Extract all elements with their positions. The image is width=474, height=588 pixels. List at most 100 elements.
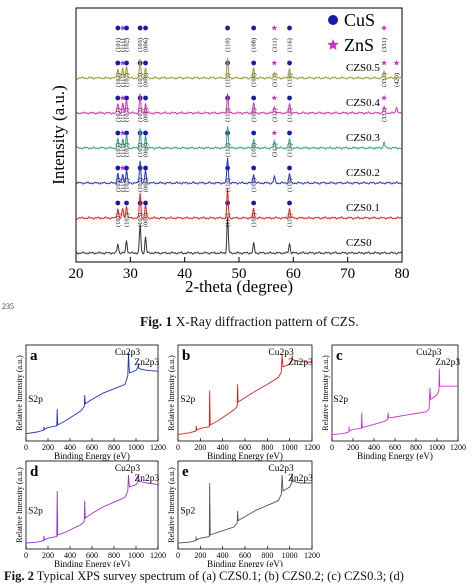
cus-marker — [251, 130, 257, 136]
xps-x-tick-label: 200 — [42, 443, 54, 452]
zns-marker — [381, 95, 387, 101]
xps-x-tick-label: 600 — [239, 443, 251, 452]
zns-marker — [271, 60, 278, 66]
xrd-series-line — [75, 126, 403, 150]
cus-marker — [143, 95, 148, 101]
xps-x-tick-label: 800 — [261, 551, 273, 560]
xps-y-axis-label: Relative Intensity (a.u.) — [15, 467, 24, 543]
fig1-caption-text: X-Ray diffraction pattern of CZS. — [172, 314, 359, 329]
fig1-caption: Fig. 1 X-Ray diffraction pattern of CZS. — [140, 314, 359, 330]
peak-index-label: (102) — [124, 38, 131, 52]
xps-x-tick-label: 1000 — [128, 443, 144, 452]
x-tick-label: 40 — [177, 266, 192, 282]
cus-marker — [124, 200, 129, 206]
peak-index-label: (110) — [225, 143, 232, 157]
panel-letter: d — [30, 464, 39, 480]
xps-x-axis-label: Binding Energy (eV) — [54, 559, 130, 567]
cus-marker — [143, 200, 148, 206]
xps-panels: a 0 200 400 600 800 1000 1200 Binding Energy (eV… — [15, 344, 466, 567]
peak-index-label: (103) — [137, 38, 144, 52]
xps-annotation-s2p: S2p — [180, 395, 195, 405]
xps-y-axis-label: Relative Intensity (a.u.) — [167, 467, 176, 543]
panel-letter: a — [30, 348, 38, 364]
series-label: CZS0.5 — [346, 62, 380, 74]
xps-x-tick-label: 200 — [194, 443, 206, 452]
x-tick-label: 70 — [340, 266, 355, 282]
peak-index-label: (108) — [251, 38, 258, 52]
cus-marker — [251, 165, 257, 171]
xps-annotation-cu2p3: Cu2p3 — [115, 348, 141, 358]
legend-cus-marker — [328, 15, 338, 25]
xps-annotation-s2p: Sp2 — [180, 506, 195, 516]
peak-index-label: (103) — [137, 213, 144, 227]
xps-x-tick-label: 1000 — [429, 443, 445, 452]
xps-x-tick-label: 400 — [217, 551, 229, 560]
cus-marker — [225, 165, 230, 171]
xps-x-tick-label: 0 — [176, 551, 180, 560]
xps-x-tick-label: 800 — [108, 551, 120, 560]
peak-index-label: (110) — [225, 38, 232, 52]
fig2-caption: Fig. 2 Typical XPS survey spectrum of (a… — [4, 569, 404, 584]
panel-letter: b — [182, 348, 190, 364]
x-tick-label: 50 — [232, 266, 247, 282]
cus-marker — [143, 130, 148, 136]
xps-x-tick-label: 1200 — [304, 551, 320, 560]
legend-zns-marker — [327, 39, 339, 50]
cus-marker — [287, 200, 292, 206]
cus-marker — [287, 25, 292, 31]
xps-x-tick-label: 1000 — [282, 551, 298, 560]
peak-index-label: (110) — [225, 108, 232, 122]
xps-x-axis-label: Binding Energy (eV) — [54, 451, 130, 461]
cus-marker — [225, 25, 230, 31]
peak-index-label: (102) — [124, 108, 131, 122]
peak-index-label: (311) — [271, 38, 278, 52]
peak-index-label: (102) — [124, 178, 131, 192]
cus-marker — [115, 25, 121, 31]
series-label: CZS0 — [346, 237, 372, 249]
cus-marker — [287, 60, 292, 66]
peak-index-label: (110) — [225, 73, 232, 87]
peak-index-label: (103) — [137, 178, 144, 192]
xps-x-tick-label: 1000 — [128, 551, 144, 560]
peak-index-label: (102) — [124, 143, 131, 157]
xps-annotation-cu2p3: Cu2p3 — [268, 348, 294, 358]
series-label: CZS0.3 — [346, 132, 380, 144]
panel-letter: c — [336, 348, 343, 364]
xps-y-axis-label: Relative Intensity (a.u.) — [167, 355, 176, 431]
xps-spectrum-line — [25, 352, 159, 435]
xps-spectrum-line — [177, 354, 313, 436]
peak-index-label: (311) — [271, 143, 278, 157]
xrd-chart: 20 30 40 50 60 70 80 2-theta (degree) Intensity … — [49, 7, 410, 296]
xps-annotation-zn2p3: Zn2p3 — [288, 358, 313, 368]
zns-marker — [119, 95, 126, 101]
peak-index-label: (006) — [143, 213, 150, 227]
y-axis-label: Intensity (a.u.) — [49, 85, 68, 185]
xps-x-tick-label: 400 — [64, 551, 76, 560]
xps-x-tick-label: 600 — [86, 551, 98, 560]
peak-index-label: (111) — [120, 73, 127, 87]
cus-marker — [124, 130, 129, 136]
cus-marker — [124, 60, 129, 66]
fig2-caption-text: Typical XPS survey spectrum of (a) CZS0.… — [33, 569, 404, 583]
xps-spectrum-line — [177, 473, 312, 544]
cus-marker — [143, 60, 148, 66]
zns-marker — [119, 60, 126, 66]
xps-spectrum-line — [25, 474, 159, 544]
peak-index-label: (108) — [251, 108, 258, 122]
line-number: 235 — [2, 302, 14, 311]
xps-annotation-cu2p3: Cu2p3 — [115, 464, 141, 474]
cus-marker — [137, 25, 143, 31]
peak-index-label: (101) — [115, 178, 122, 192]
peak-index-label: (101) — [115, 73, 122, 87]
xps-annotation-zn2p3: Zn2p3 — [134, 474, 159, 484]
peak-index-label: (116) — [287, 73, 294, 87]
cus-marker — [251, 200, 257, 206]
legend-zns-label: ZnS — [344, 35, 374, 55]
xps-x-tick-label: 600 — [86, 443, 98, 452]
xrd-series-line — [76, 217, 403, 255]
xps-x-tick-label: 600 — [239, 551, 251, 560]
xps-x-tick-label: 200 — [194, 551, 206, 560]
xps-x-tick-label: 0 — [176, 443, 180, 452]
zns-marker — [393, 60, 400, 66]
xps-annotation-zn2p3: Zn2p3 — [435, 358, 460, 368]
